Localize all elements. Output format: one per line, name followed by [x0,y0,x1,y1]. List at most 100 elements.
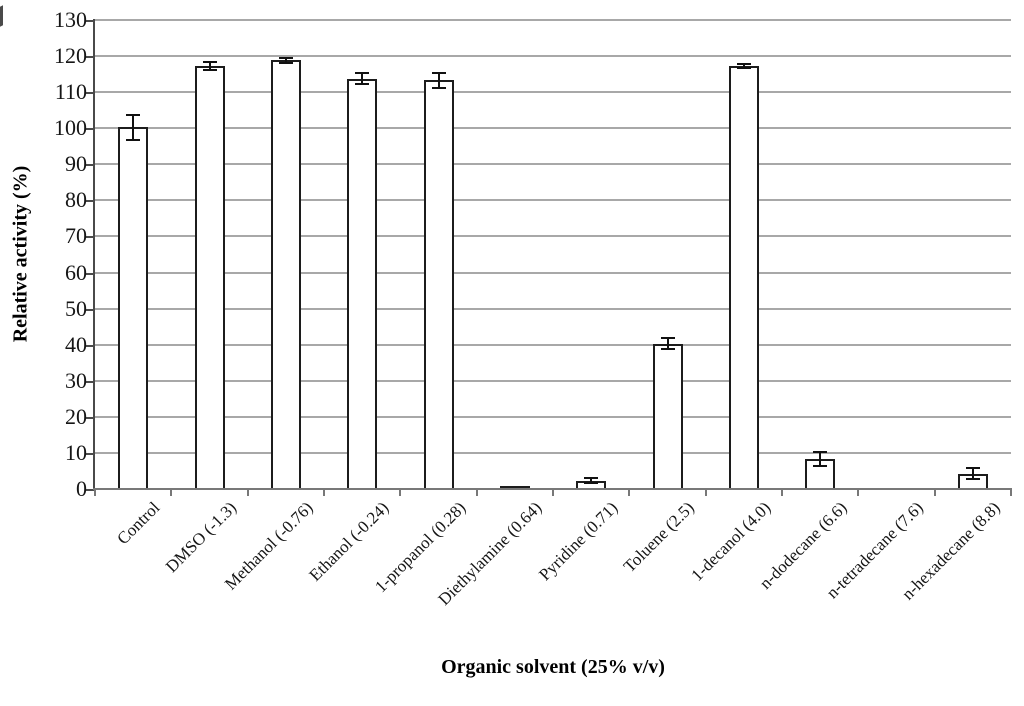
x-tick-label: Toluene (2.5) [619,498,698,577]
x-tick [628,490,630,496]
x-tick [94,490,96,496]
x-tick [170,490,172,496]
error-bar-cap-top [431,72,446,75]
x-axis-line [93,488,1012,490]
y-axis-title: Relative activity (%) [9,165,32,343]
y-tick [86,380,95,383]
error-bar-stem [819,451,822,467]
x-tick [247,490,249,496]
gridline [95,343,1011,346]
error-bar-cap-top [736,63,751,66]
gridline [95,55,1011,58]
y-axis-line [93,19,95,490]
error-bar-stem [361,73,364,84]
error-bar-cap-top [965,467,980,470]
y-tick [86,164,95,167]
error-bar-stem [284,57,287,63]
bar [500,486,530,489]
y-tick-label: 100 [54,115,87,141]
x-tick [1010,490,1012,496]
y-tick-label: 110 [54,79,87,105]
gridline [95,163,1011,166]
bar [118,127,148,488]
error-bar-cap-bottom [278,62,293,64]
y-tick-label: 130 [54,7,87,32]
x-tick-label: Pyridine (0.71) [535,498,622,585]
x-tick-label: Control [113,498,164,549]
gridline [95,199,1011,202]
error-bar-cap-top [202,61,217,64]
x-tick [399,490,401,496]
y-tick-label: 20 [65,403,87,429]
x-tick [552,490,554,496]
bar [653,343,683,488]
x-tick [857,490,859,496]
y-tick-label: 50 [65,295,87,321]
y-tick-label: 90 [65,151,87,177]
error-bar-stem [666,338,669,350]
error-bar-cap-bottom [660,348,675,351]
gridline [95,19,1011,21]
error-bar-cap-bottom [965,477,980,480]
bar [347,78,377,488]
y-tick [86,56,95,59]
y-tick-label: 70 [65,223,87,249]
bar [195,65,225,488]
y-tick-label: 30 [65,367,87,393]
error-bar-stem [590,478,593,484]
y-tick-label: 60 [65,259,87,285]
y-tick-label: 0 [76,476,87,501]
x-tick [781,490,783,496]
gridline [95,379,1011,382]
error-bar-stem [132,114,135,140]
y-tick [86,416,95,419]
x-tick [323,490,325,496]
gridline [95,235,1011,238]
y-tick [86,452,95,455]
y-tick [86,308,95,311]
gridline [95,271,1011,274]
error-bar-cap-bottom [813,465,828,468]
gridline [95,451,1011,454]
y-tick [86,489,95,491]
y-tick-label: 40 [65,331,87,357]
error-bar-cap-top [355,72,370,75]
x-tick [476,490,478,496]
scan-edge-artifact [0,5,3,27]
error-bar-stem [208,62,211,70]
bar [805,459,835,488]
x-tick [934,490,936,496]
y-tick-label: 120 [54,43,87,69]
error-bar-stem [742,64,745,68]
y-tick [86,272,95,275]
error-bar-cap-top [584,477,599,480]
error-bar-stem [437,73,440,88]
y-tick [86,92,95,95]
x-axis-title: Organic solvent (25% v/v) [441,656,665,678]
y-tick [86,128,95,131]
error-bar-stem [971,468,974,479]
gridline [95,91,1011,94]
gridline [95,415,1011,418]
error-bar-cap-bottom [736,66,751,69]
error-bar-cap-bottom [202,68,217,71]
bar [271,60,301,488]
error-bar-cap-top [660,337,675,340]
bar [424,80,454,488]
error-bar-cap-bottom [355,82,370,85]
y-tick-label: 80 [65,187,87,213]
error-bar-cap-bottom [431,86,446,89]
gridline [95,307,1011,310]
y-tick [86,236,95,239]
y-tick [86,20,95,22]
y-tick-label: 10 [65,439,87,465]
error-bar-cap-bottom [126,138,141,141]
x-tick-label: DMSO (-1.3) [161,498,240,577]
x-tick [705,490,707,496]
gridline [95,127,1011,130]
error-bar-cap-bottom [584,482,599,485]
bar [729,65,759,488]
error-bar-cap-top [278,56,293,59]
error-bar-cap-top [126,113,141,116]
